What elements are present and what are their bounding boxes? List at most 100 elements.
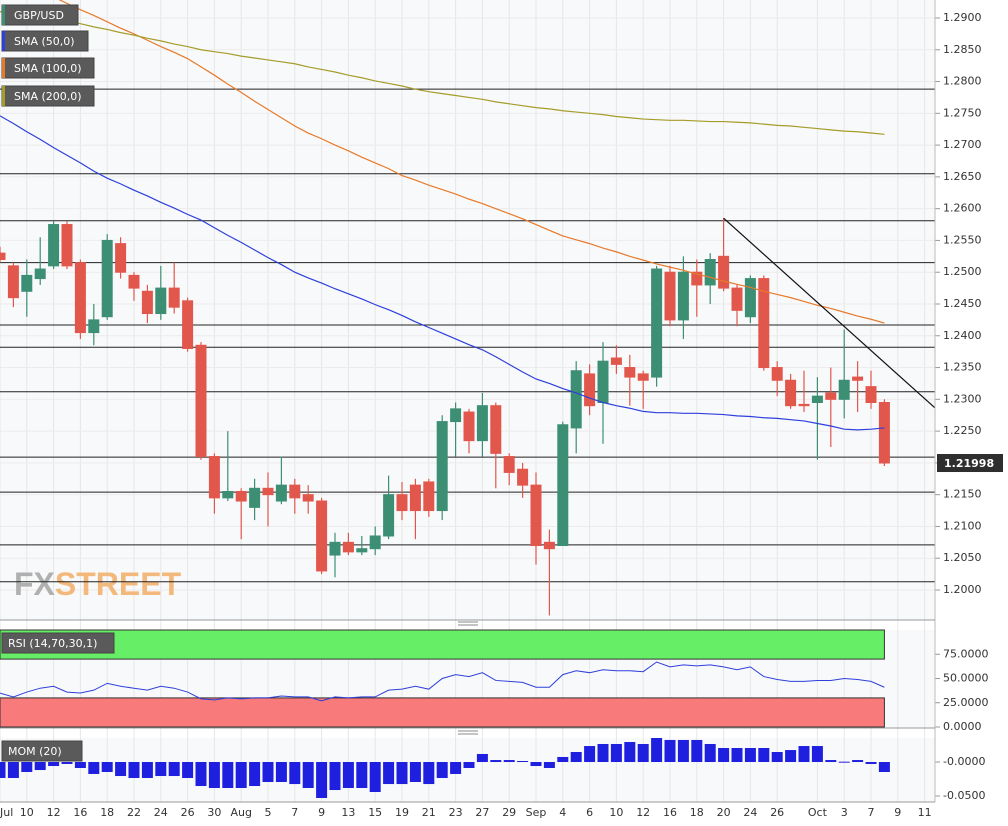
legend-text: SMA (50,0) xyxy=(14,35,75,48)
overbought-band xyxy=(0,629,885,660)
mom-bar xyxy=(222,762,234,788)
candle-body xyxy=(637,373,649,381)
candle-body xyxy=(222,490,234,499)
x-tick-label: 23 xyxy=(449,806,463,819)
candle-body xyxy=(168,287,180,308)
x-tick-label: 5 xyxy=(265,806,272,819)
x-tick-label: 9 xyxy=(318,806,325,819)
mom-bar xyxy=(302,762,314,788)
mom-bar xyxy=(490,760,502,763)
mom-bar xyxy=(369,762,381,793)
mom-bar xyxy=(744,747,756,763)
candle-body xyxy=(141,290,153,315)
candle-body xyxy=(530,484,542,547)
candle-body xyxy=(101,239,113,318)
candle-body xyxy=(610,357,622,365)
candle-body xyxy=(21,274,33,292)
x-tick-label: Oct xyxy=(808,806,828,819)
mom-bar xyxy=(329,762,341,791)
mom-bar xyxy=(168,762,180,777)
x-tick-label: Aug xyxy=(230,806,251,819)
y-tick-label: 1.2550 xyxy=(943,233,982,246)
mom-bar xyxy=(624,742,636,763)
candle-body xyxy=(115,243,127,273)
legend-swatch xyxy=(2,31,5,51)
candle-body xyxy=(490,405,502,454)
splitter[interactable] xyxy=(458,621,478,626)
candle-body xyxy=(651,268,663,378)
candle-body xyxy=(517,468,529,486)
candle-body xyxy=(744,278,756,318)
mom-bar xyxy=(423,762,435,785)
y-tick-label: 75.0000 xyxy=(943,647,989,660)
mom-bar xyxy=(208,762,220,788)
mom-bar xyxy=(731,747,743,763)
mom-bar xyxy=(155,762,167,777)
candle-body xyxy=(543,541,555,550)
legend-swatch xyxy=(2,86,5,106)
mom-bar xyxy=(34,762,46,771)
x-tick-label: 24 xyxy=(743,806,757,819)
mom-bar xyxy=(597,743,609,763)
legend-text: SMA (100,0) xyxy=(14,62,82,75)
candle-body xyxy=(275,484,287,502)
mom-bar xyxy=(356,762,368,788)
splitter[interactable] xyxy=(458,730,478,735)
y-tick-label: 1.2900 xyxy=(943,11,982,24)
x-tick-label: 20 xyxy=(717,806,731,819)
watermark-fx: FX xyxy=(14,566,56,602)
y-tick-label: 1.2850 xyxy=(943,43,982,56)
mom-bar xyxy=(758,747,770,763)
candle-body xyxy=(463,411,475,442)
last-price-box xyxy=(937,454,1003,473)
candle-body xyxy=(785,379,797,407)
candle-body xyxy=(155,287,167,315)
mom-bar xyxy=(852,760,864,763)
mom-bar xyxy=(409,762,421,783)
x-tick-label: 26 xyxy=(770,806,784,819)
watermark-street: STREET xyxy=(55,566,182,602)
main-plot xyxy=(0,0,935,616)
candle-body xyxy=(48,224,60,267)
candle-body xyxy=(88,319,100,334)
candle-body xyxy=(235,490,247,502)
mom-bar xyxy=(517,760,529,763)
mom-bar xyxy=(530,762,542,767)
y-tick-label: 1.2150 xyxy=(943,488,982,501)
mom-bar xyxy=(825,760,837,763)
x-tick-label: 21 xyxy=(422,806,436,819)
candle-body xyxy=(584,373,596,407)
mom-bar xyxy=(249,762,261,787)
x-tick-label: 10 xyxy=(609,806,623,819)
x-tick-label: 6 xyxy=(586,806,593,819)
candle-body xyxy=(74,262,86,334)
y-tick-label: 1.2500 xyxy=(943,265,982,278)
mom-bar xyxy=(503,760,515,763)
x-tick-label: 9 xyxy=(894,806,901,819)
x-tick-label: 12 xyxy=(47,806,61,819)
mom-bar xyxy=(235,762,247,788)
candle-body xyxy=(718,255,730,289)
mom-bar xyxy=(865,762,877,764)
y-tick-label: 1.2700 xyxy=(943,138,982,151)
candle-body xyxy=(182,300,194,349)
x-tick-label: 10 xyxy=(20,806,34,819)
candle-body xyxy=(289,484,301,499)
candle-body xyxy=(811,395,823,404)
candle-body xyxy=(771,367,783,381)
mom-bar xyxy=(798,746,810,763)
x-tick-label: 4 xyxy=(559,806,566,819)
candle-body xyxy=(409,484,421,512)
last-price-label: 1.21998 xyxy=(944,457,994,470)
candle-body xyxy=(838,379,850,400)
y-tick-label: -0.0500 xyxy=(943,789,985,802)
y-tick-label: 1.2250 xyxy=(943,424,982,437)
mom-bar xyxy=(637,743,649,763)
mom-bar xyxy=(289,762,301,785)
y-tick-label: 1.2750 xyxy=(943,106,982,119)
x-tick-label: 7 xyxy=(868,806,875,819)
x-tick-label: 26 xyxy=(181,806,195,819)
mom-bar xyxy=(128,762,140,778)
candle-body xyxy=(396,494,408,512)
